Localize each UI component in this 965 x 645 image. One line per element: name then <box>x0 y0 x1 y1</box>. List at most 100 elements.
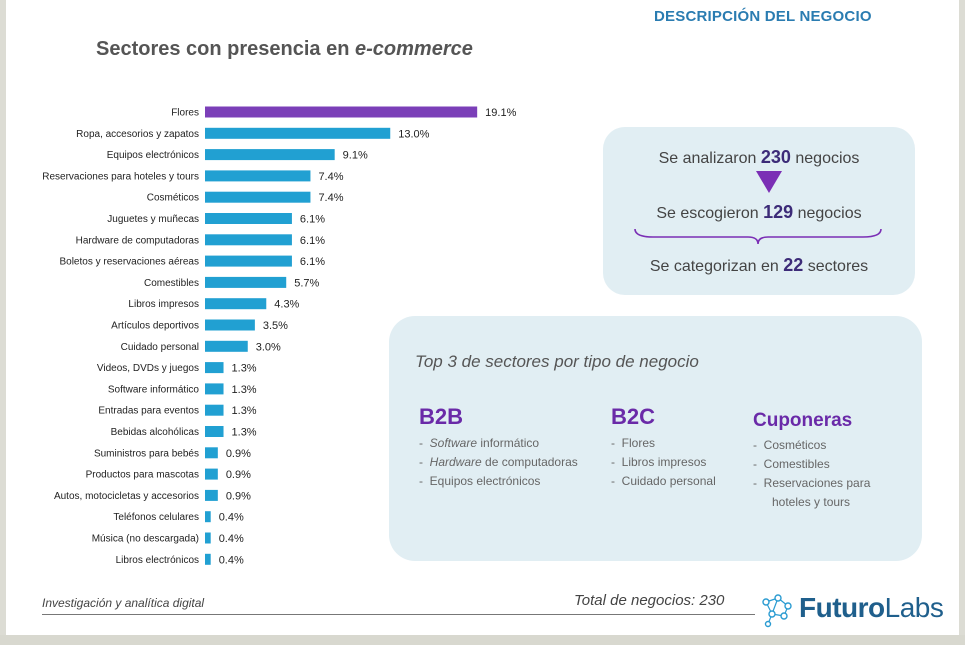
list-dash: - <box>753 476 757 490</box>
bar <box>205 532 211 544</box>
b2b-item-rest: de computadoras <box>481 455 578 469</box>
category-label: Flores <box>171 108 199 119</box>
bottom-border <box>0 635 965 645</box>
bar <box>205 468 218 480</box>
bar <box>205 511 211 523</box>
summary-analyzed: Se analizaron 230 negocios <box>603 147 915 168</box>
footer-caption: Investigación y analítica digital <box>42 596 205 610</box>
bar <box>205 191 311 203</box>
summary-chosen-suffix: negocios <box>793 205 862 222</box>
b2b-column: B2B - Software informático - Hardware de… <box>419 404 578 491</box>
value-label: 6.1% <box>300 214 325 226</box>
bar <box>205 319 255 331</box>
category-label: Suministros para bebés <box>94 448 199 459</box>
category-label: Bebidas alcohólicas <box>111 427 199 438</box>
category-label: Videos, DVDs y juegos <box>97 363 199 374</box>
value-label: 7.4% <box>318 192 343 204</box>
b2c-item-text: Flores <box>621 436 656 450</box>
b2b-item-italic: Software <box>429 436 478 450</box>
list-dash: - <box>611 474 615 488</box>
b2b-item: - Hardware de computadoras <box>419 453 578 472</box>
logo-wordmark: FuturoLabs <box>799 592 944 624</box>
list-dash: - <box>611 455 615 469</box>
bar <box>205 234 292 246</box>
value-label: 0.4% <box>219 554 244 566</box>
value-label: 9.1% <box>343 150 368 162</box>
category-label: Productos para mascotas <box>86 470 199 481</box>
category-label: Cuidado personal <box>121 342 199 353</box>
category-label: Libros electrónicos <box>116 555 199 566</box>
summary-box: Se analizaron 230 negocios Se escogieron… <box>603 127 915 295</box>
summary-chosen: Se escogieron 129 negocios <box>603 202 915 223</box>
top3-title: Top 3 de sectores por tipo de negocio <box>415 352 699 371</box>
logo-word-futuro: Futuro <box>799 592 885 623</box>
cuponeras-heading: Cuponeras <box>753 410 853 431</box>
value-label: 19.1% <box>485 107 516 119</box>
summary-chosen-number: 129 <box>763 202 794 222</box>
futurolabs-logo: FuturoLabs <box>758 590 958 630</box>
value-label: 7.4% <box>318 171 343 183</box>
category-label: Reservaciones para hoteles y tours <box>42 171 199 182</box>
bar <box>205 213 292 224</box>
bar <box>205 404 224 416</box>
category-label: Teléfonos celulares <box>113 512 199 523</box>
b2c-item: - Flores <box>611 434 716 453</box>
value-label: 0.4% <box>219 512 244 524</box>
down-arrow-icon <box>756 171 782 193</box>
b2c-item: - Cuidado personal <box>611 472 716 491</box>
chart-title-emphasis: e-commerce <box>355 38 473 60</box>
b2b-item-rest: informático <box>477 436 540 450</box>
cuponeras-item: - Reservaciones para <box>753 474 870 493</box>
bar <box>205 489 218 501</box>
value-label: 1.3% <box>232 427 257 439</box>
value-label: 13.0% <box>398 128 429 140</box>
bar <box>205 340 248 352</box>
b2b-item-text: Equipos electrónicos <box>429 474 541 488</box>
summary-chosen-prefix: Se escogieron <box>656 205 764 222</box>
cuponeras-item-continuation: hoteles y tours <box>772 495 851 509</box>
list-dash: - <box>611 436 615 450</box>
summary-categorized-prefix: Se categorizan en <box>649 258 784 275</box>
bar <box>205 106 478 118</box>
category-label: Software informático <box>108 384 200 395</box>
value-label: 0.4% <box>219 533 244 545</box>
summary-categorized-suffix: sectores <box>803 258 869 275</box>
bar <box>205 298 267 310</box>
total-businesses: Total de negocios: 230 <box>574 592 725 609</box>
summary-analyzed-number: 230 <box>760 147 791 167</box>
bar <box>205 170 311 182</box>
b2b-item: - Equipos electrónicos <box>419 472 578 491</box>
value-label: 6.1% <box>300 235 325 247</box>
b2c-item: - Libros impresos <box>611 453 716 472</box>
cuponeras-item-text: Comestibles <box>763 457 830 471</box>
b2b-item-italic: Hardware <box>429 455 482 469</box>
category-label: Hardware de computadoras <box>76 235 199 246</box>
value-label: 1.3% <box>232 405 257 417</box>
category-label: Artículos deportivos <box>111 321 199 332</box>
value-label: 6.1% <box>300 256 325 268</box>
category-label: Juguetes y muñecas <box>107 214 199 225</box>
list-dash: - <box>753 438 757 452</box>
category-label: Comestibles <box>144 278 199 289</box>
cuponeras-item: - Comestibles <box>753 455 870 474</box>
bar <box>205 276 287 288</box>
value-label: 5.7% <box>294 277 319 289</box>
value-label: 0.9% <box>226 490 251 502</box>
value-label: 3.0% <box>256 341 281 353</box>
summary-categorized-number: 22 <box>783 255 804 275</box>
b2b-heading: B2B <box>419 404 464 429</box>
chart-title: Sectores con presencia en e-commerce <box>96 38 473 61</box>
network-nodes-icon <box>762 594 792 628</box>
bar <box>205 383 224 395</box>
list-dash: - <box>753 457 757 471</box>
summary-analyzed-prefix: Se analizaron <box>658 150 761 167</box>
b2c-item-text: Cuidado personal <box>621 474 716 488</box>
category-label: Boletos y reservaciones aéreas <box>59 257 199 268</box>
category-label: Entradas para eventos <box>98 406 199 417</box>
bar <box>205 255 292 267</box>
bar <box>205 447 218 459</box>
b2c-column: B2C - Flores - Libros impresos - Cuidado… <box>611 404 716 491</box>
category-label: Cosméticos <box>147 193 199 204</box>
category-label: Ropa, accesorios y zapatos <box>76 129 199 140</box>
summary-analyzed-suffix: negocios <box>790 150 860 167</box>
